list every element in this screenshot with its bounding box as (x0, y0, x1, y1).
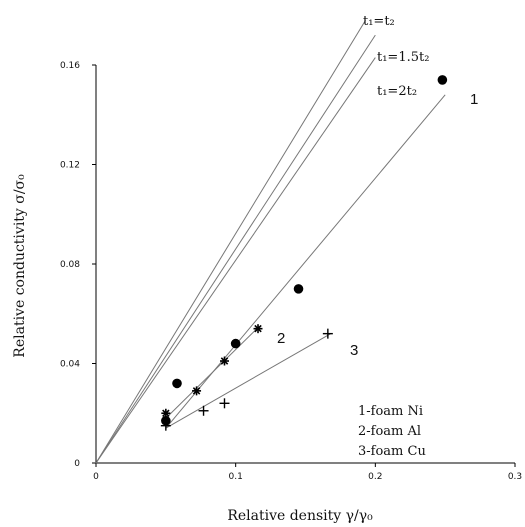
point-star (161, 408, 171, 418)
x-ticks: 0 0.1 0.2 0.3 (93, 463, 522, 482)
ref-label-t1-eq-2t2: t₁=2t₂ (377, 84, 417, 99)
point-plus (322, 328, 333, 339)
y-tick-label: 0.08 (60, 260, 80, 270)
x-axis-title: Relative density γ/γ₀ (227, 508, 373, 524)
point-star (253, 324, 263, 334)
legend-item-2: 2-foam Al (358, 424, 421, 439)
x-tick-label: 0.3 (508, 472, 522, 482)
point-circle (172, 378, 182, 389)
reference-labels: t₁=t₂ t₁=1.5t₂ t₁=2t₂ (363, 14, 429, 99)
point-circle (437, 75, 448, 85)
reference-line-2 (95, 34, 376, 464)
reference-lines (95, 19, 376, 464)
legend-item-3: 3-foam Cu (358, 444, 426, 459)
point-star (192, 386, 202, 396)
axes (95, 65, 515, 464)
fit-line-series-2 (165, 325, 260, 419)
x-tick-label: 0.1 (229, 472, 243, 482)
legend-item-1: 1-foam Ni (358, 404, 423, 419)
data-points (160, 75, 448, 431)
ref-label-t1-eq-1.5t2: t₁=1.5t₂ (377, 50, 429, 65)
series-label-2: 2 (277, 330, 285, 347)
point-star (219, 356, 229, 366)
y-axis-title: Relative conductivity σ/σ₀ (12, 174, 28, 358)
legend: 1-foam Ni 2-foam Al 3-foam Cu (358, 404, 426, 459)
point-circle (293, 284, 304, 294)
y-tick-label: 0.04 (60, 360, 80, 370)
series-labels: 1 2 3 (277, 91, 478, 359)
ref-label-t1-eq-t2: t₁=t₂ (363, 14, 395, 29)
series-label-1: 1 (470, 91, 478, 108)
reference-line-3 (95, 57, 376, 464)
x-tick-label: 0.2 (368, 472, 382, 482)
y-tick-label: 0 (74, 459, 80, 469)
y-ticks: 0 0.04 0.08 0.12 0.16 (60, 61, 96, 469)
fit-lines (165, 94, 446, 429)
fit-line-series-1 (165, 94, 446, 429)
reference-line-1 (95, 19, 366, 464)
y-tick-label: 0.12 (60, 161, 80, 171)
x-tick-label: 0 (93, 472, 99, 482)
point-plus (160, 420, 171, 431)
point-plus (219, 398, 230, 409)
fit-line-series-3 (165, 333, 331, 429)
point-plus (198, 405, 209, 416)
series-label-3: 3 (350, 342, 358, 359)
y-tick-label: 0.16 (60, 61, 80, 71)
point-circle (230, 338, 241, 349)
